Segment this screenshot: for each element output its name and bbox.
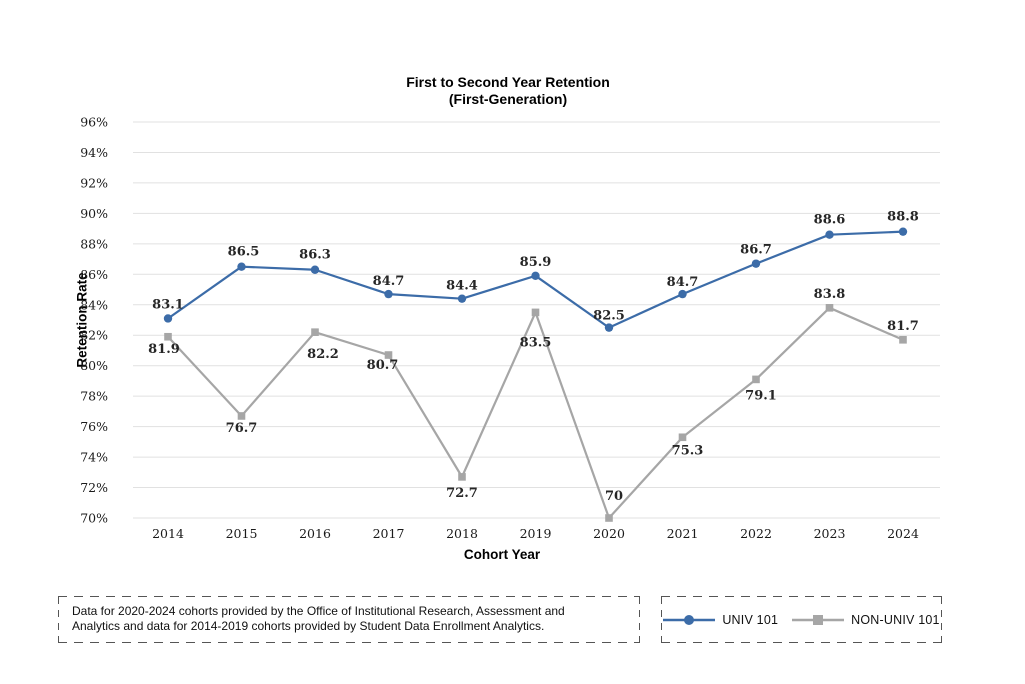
y-tick-label: 84%: [80, 297, 108, 312]
data-point-marker: [604, 323, 614, 332]
data-point-label: 83.5: [520, 335, 552, 350]
source-note-box: Data for 2020-2024 cohorts provided by t…: [58, 596, 640, 643]
data-point-marker: [457, 294, 467, 303]
legend-swatch-marker: [684, 614, 695, 625]
x-tick-label: 2019: [520, 526, 552, 541]
x-tick-label: 2021: [667, 526, 699, 541]
data-point-marker: [825, 230, 834, 239]
legend-swatch-univ101-icon: [663, 614, 716, 625]
data-point-label: 85.9: [520, 255, 552, 270]
data-point-marker: [605, 514, 613, 522]
source-note-line2: Analytics and data for 2014-2019 cohorts…: [72, 619, 545, 633]
data-point-label: 81.7: [887, 319, 919, 334]
y-tick-label: 86%: [80, 267, 108, 282]
data-point-label: 72.7: [446, 486, 478, 501]
x-tick-label: 2022: [740, 526, 772, 541]
data-point-label: 81.9: [148, 342, 180, 357]
y-tick-label: 96%: [80, 115, 108, 130]
data-point-marker: [310, 265, 320, 274]
x-tick-label: 2018: [446, 526, 478, 541]
x-tick-label: 2023: [814, 526, 846, 541]
legend-label-non-univ101: NON-UNIV 101: [851, 612, 940, 627]
data-point-label: 86.3: [299, 248, 331, 263]
y-tick-label: 94%: [80, 145, 108, 160]
y-tick-label: 82%: [80, 328, 108, 343]
y-tick-label: 92%: [80, 175, 108, 190]
legend-label-univ101: UNIV 101: [722, 612, 779, 627]
chart-title-line2: (First-Generation): [448, 91, 568, 107]
x-tick-label: 2020: [593, 526, 625, 541]
data-point-label: 84.7: [667, 275, 699, 290]
chart-title: First to Second Year Retention (First-Ge…: [0, 74, 1016, 108]
y-tick-label: 70%: [80, 511, 108, 526]
data-point-label: 84.7: [373, 274, 405, 289]
data-point-marker: [678, 433, 687, 442]
data-point-label: 75.3: [672, 443, 704, 458]
x-tick-label: 2014: [152, 526, 184, 541]
legend-item-univ101: UNIV 101: [663, 613, 778, 627]
x-tick-label: 2024: [887, 526, 919, 541]
data-point-marker: [237, 262, 246, 271]
data-point-marker: [825, 304, 834, 312]
data-point-label: 83.1: [152, 297, 184, 312]
y-tick-label: 72%: [80, 480, 108, 495]
data-point-marker: [751, 259, 761, 268]
data-point-label: 88.8: [887, 210, 919, 225]
data-point-label: 70: [605, 489, 623, 504]
chart-plot: 96% 94% 92% 90% 88% 86% 84% 82% 80% 78% 76% 74% 72% 7…: [80, 115, 940, 541]
data-point-marker: [384, 289, 393, 299]
data-point-marker: [237, 412, 246, 420]
legend-swatch-marker: [813, 614, 824, 625]
data-point-marker: [164, 332, 172, 341]
source-note-line1: Data for 2020-2024 cohorts provided by t…: [72, 604, 565, 618]
data-point-label: 80.7: [367, 358, 399, 373]
data-point-marker: [899, 336, 907, 344]
legend-item-non-univ101: NON-UNIV 101: [792, 613, 940, 627]
data-point-marker: [163, 314, 173, 323]
data-point-marker: [311, 328, 319, 336]
y-tick-label: 74%: [80, 450, 108, 465]
data-point-label: 84.4: [446, 279, 478, 294]
x-tick-label: 2016: [299, 526, 331, 541]
data-point-label: 86.7: [740, 243, 772, 258]
chart-title-line1: First to Second Year Retention: [406, 74, 610, 90]
data-point-marker: [898, 227, 908, 236]
data-point-marker: [384, 351, 393, 359]
data-point-label: 82.2: [307, 347, 339, 362]
data-point-label: 86.5: [228, 245, 260, 260]
data-point-marker: [752, 375, 760, 384]
data-point-label: 82.5: [593, 309, 625, 324]
data-point-label: 88.6: [814, 213, 846, 228]
y-tick-label: 76%: [80, 419, 108, 434]
y-tick-label: 88%: [80, 236, 108, 251]
data-point-label: 79.1: [745, 388, 777, 403]
data-point-label: 83.8: [814, 287, 846, 302]
data-point-marker: [678, 289, 687, 299]
data-point-marker: [531, 271, 540, 281]
legend-swatch-non-univ101-icon: [792, 614, 845, 625]
y-tick-label: 90%: [80, 206, 108, 221]
data-point-label: 76.7: [226, 421, 258, 436]
legend: UNIV 101 NON-UNIV 101: [661, 596, 942, 643]
data-point-marker: [531, 308, 540, 317]
x-tick-label: 2015: [226, 526, 258, 541]
y-tick-label: 80%: [80, 358, 108, 373]
x-axis-title: Cohort Year: [463, 547, 541, 562]
x-tick-label: 2017: [373, 526, 405, 541]
data-point-marker: [458, 473, 466, 481]
y-tick-label: 78%: [80, 389, 108, 404]
